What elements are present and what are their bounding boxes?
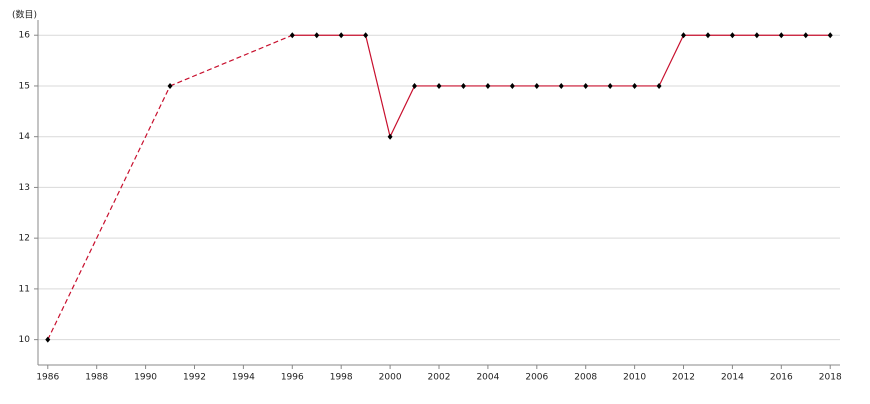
point xyxy=(289,32,295,39)
y-tick-label: 10 xyxy=(19,335,31,345)
point xyxy=(607,82,613,89)
point xyxy=(827,32,833,39)
y-tick-label: 15 xyxy=(19,81,30,91)
point xyxy=(729,32,735,39)
x-tick-label: 2016 xyxy=(770,373,793,383)
x-tick-label: 2018 xyxy=(819,373,842,383)
point xyxy=(681,32,687,39)
x-tick-label: 1986 xyxy=(36,373,59,383)
y-tick-label: 11 xyxy=(19,284,30,294)
point xyxy=(778,32,784,39)
point xyxy=(387,133,393,140)
point xyxy=(509,82,515,89)
point xyxy=(363,32,369,39)
point xyxy=(412,82,418,89)
x-tick-label: 1990 xyxy=(134,373,157,383)
point xyxy=(803,32,809,39)
point xyxy=(314,32,320,39)
x-tick-label: 2014 xyxy=(721,373,744,383)
y-tick-label: 12 xyxy=(19,234,30,244)
x-tick-label: 1992 xyxy=(183,373,206,383)
point xyxy=(485,82,491,89)
y-axis-label: (数目) xyxy=(12,9,37,21)
y-tick-label: 14 xyxy=(19,132,31,142)
x-tick-label: 2006 xyxy=(525,373,548,383)
point xyxy=(656,82,662,89)
y-tick-label: 13 xyxy=(19,183,30,193)
x-tick-label: 2010 xyxy=(623,373,646,383)
point xyxy=(45,336,51,343)
point xyxy=(705,32,711,39)
x-tick-label: 2000 xyxy=(379,373,402,383)
point xyxy=(338,32,344,39)
x-tick-label: 2004 xyxy=(476,373,499,383)
line-gap-segment xyxy=(47,85,171,340)
point xyxy=(558,82,564,89)
x-tick-label: 1988 xyxy=(85,373,108,383)
y-tick-label: 16 xyxy=(19,31,31,41)
point xyxy=(460,82,466,89)
x-tick-label: 1994 xyxy=(232,373,255,383)
x-tick-label: 2012 xyxy=(672,373,695,383)
point xyxy=(167,82,173,89)
point xyxy=(632,82,638,89)
point xyxy=(436,82,442,89)
x-tick-label: 2008 xyxy=(574,373,597,383)
point xyxy=(583,82,589,89)
line-gap-segment xyxy=(169,34,293,87)
x-tick-label: 1998 xyxy=(330,373,353,383)
x-tick-label: 1996 xyxy=(281,373,304,383)
point xyxy=(534,82,540,89)
point xyxy=(754,32,760,39)
x-tick-label: 2002 xyxy=(428,373,451,383)
